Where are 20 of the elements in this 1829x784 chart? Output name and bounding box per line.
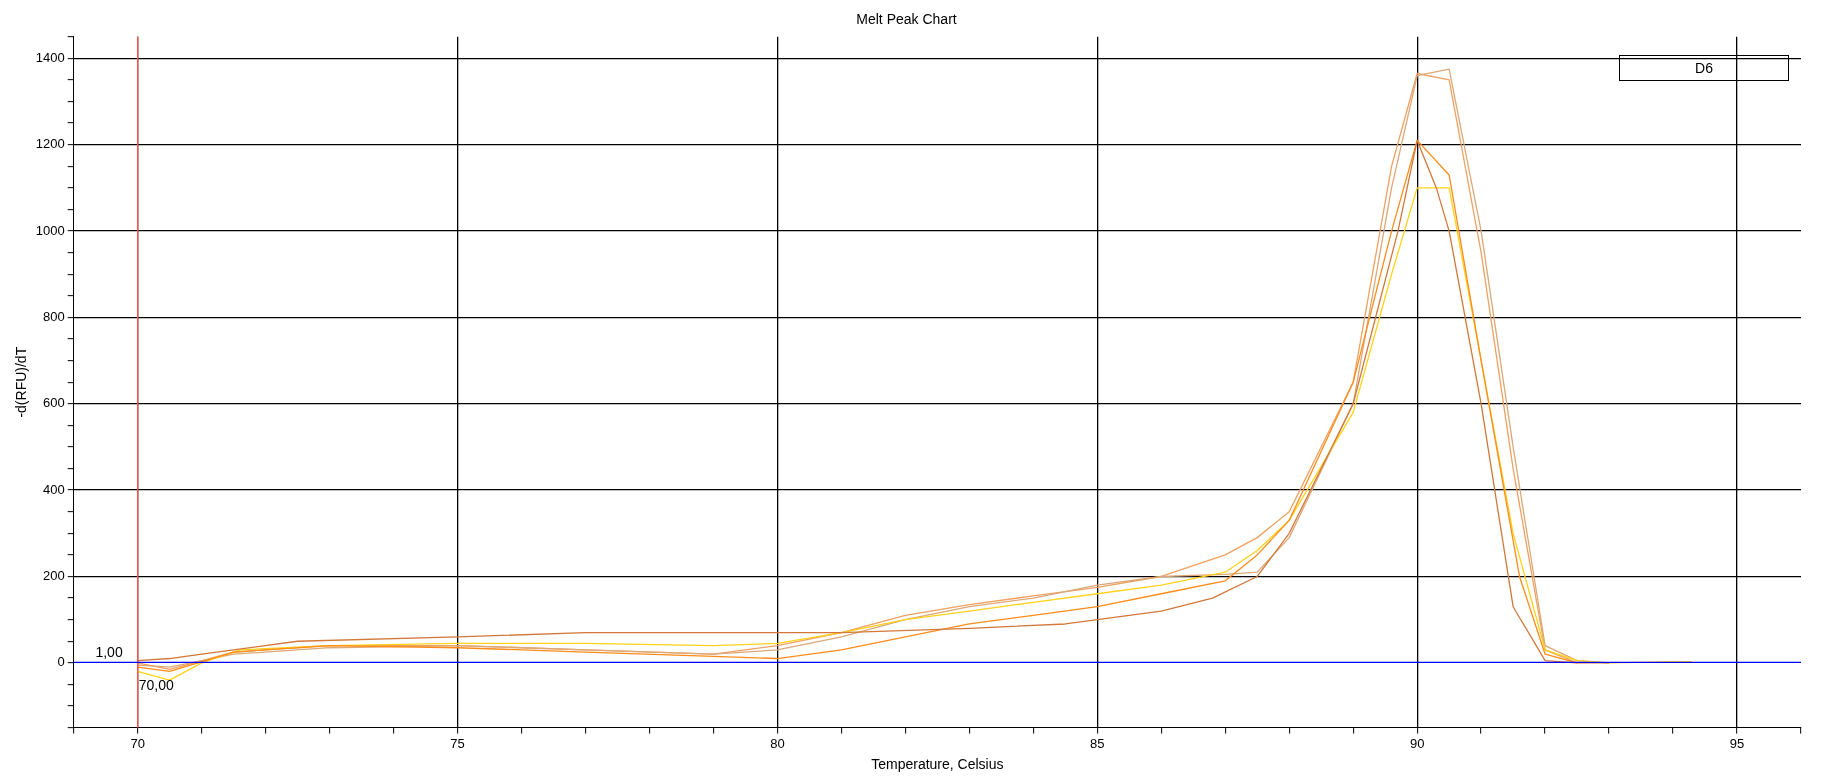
y-axis-title: -d(RFU)/dT — [13, 346, 30, 418]
x-tick-label: 75 — [450, 735, 465, 751]
y-tick-label: 600 — [43, 395, 65, 411]
annotation: D6 — [1619, 54, 1789, 81]
y-tick-label: 0 — [57, 654, 65, 670]
x-tick-label: 80 — [770, 735, 785, 751]
y-tick-label: 1400 — [35, 49, 65, 65]
x-tick-label: 70 — [130, 735, 145, 751]
y-tick-label: 400 — [43, 481, 65, 497]
ref-line-label: 70,00 — [138, 676, 174, 693]
ref-line-label: 1,00 — [95, 644, 123, 661]
chart-title: Melt Peak Chart — [856, 11, 957, 28]
y-tick-label: 1200 — [35, 136, 65, 152]
y-tick-label: 800 — [43, 309, 65, 325]
x-tick-label: 90 — [1409, 735, 1425, 751]
y-tick-label: 200 — [43, 568, 65, 584]
x-axis-title: Temperature, Celsius — [871, 756, 1004, 773]
x-tick-label: 95 — [1729, 735, 1745, 751]
y-tick-label: 1000 — [35, 222, 65, 238]
x-tick-label: 85 — [1090, 735, 1105, 751]
